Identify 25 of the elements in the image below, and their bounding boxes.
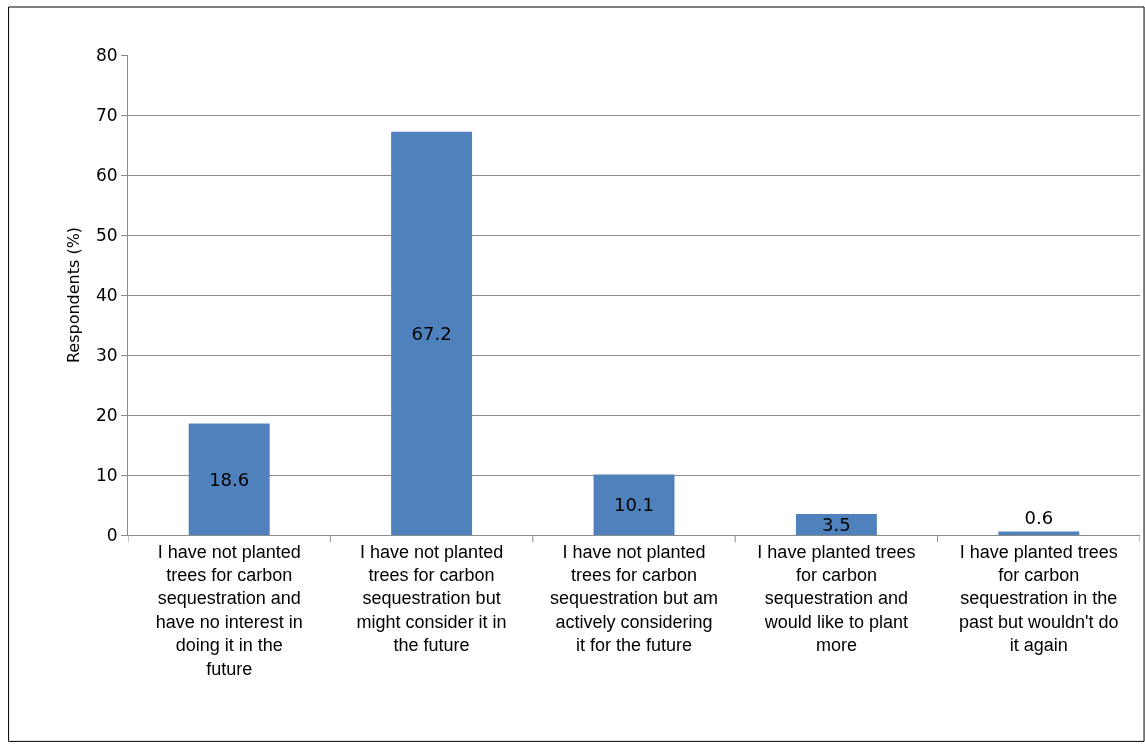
y-tick-label: 0 [106,524,118,545]
y-axis-title: Respondents (%) [63,226,83,364]
bar [391,131,473,535]
y-tick-label: 30 [95,344,118,365]
data-label: 0.6 [1024,507,1054,529]
data-label: 3.5 [822,514,851,535]
y-tick-label: 10 [95,464,118,485]
bar [188,423,270,535]
bar [593,474,675,535]
data-label: 18.6 [209,468,250,490]
x-tick-label: I have planted trees for carbon sequestration and would like to plant more [757,541,916,656]
x-tick-label: I have planted trees for carbon sequestration in the past but wouldn't do it again [959,541,1119,656]
y-tick-label: 20 [95,404,118,425]
y-tick-label: 40 [95,284,118,305]
y-tick-label: 60 [95,164,118,185]
bar [795,514,877,535]
data-label: 67.2 [411,322,452,344]
bar [998,531,1080,535]
x-tick-label: I have not planted trees for carbon sequestration but am actively considering it for the future [549,541,719,656]
y-tick-label: 70 [95,104,118,125]
x-tick-label: I have not planted trees for carbon sequestration but might consider it in the future [356,541,507,656]
y-tick-label: 50 [95,224,118,245]
data-label: 10.1 [613,494,655,516]
x-tick-label: I have not planted trees for carbon sequestration and have no interest in doing it in the future [155,541,303,679]
y-tick-label: 80 [95,44,118,65]
